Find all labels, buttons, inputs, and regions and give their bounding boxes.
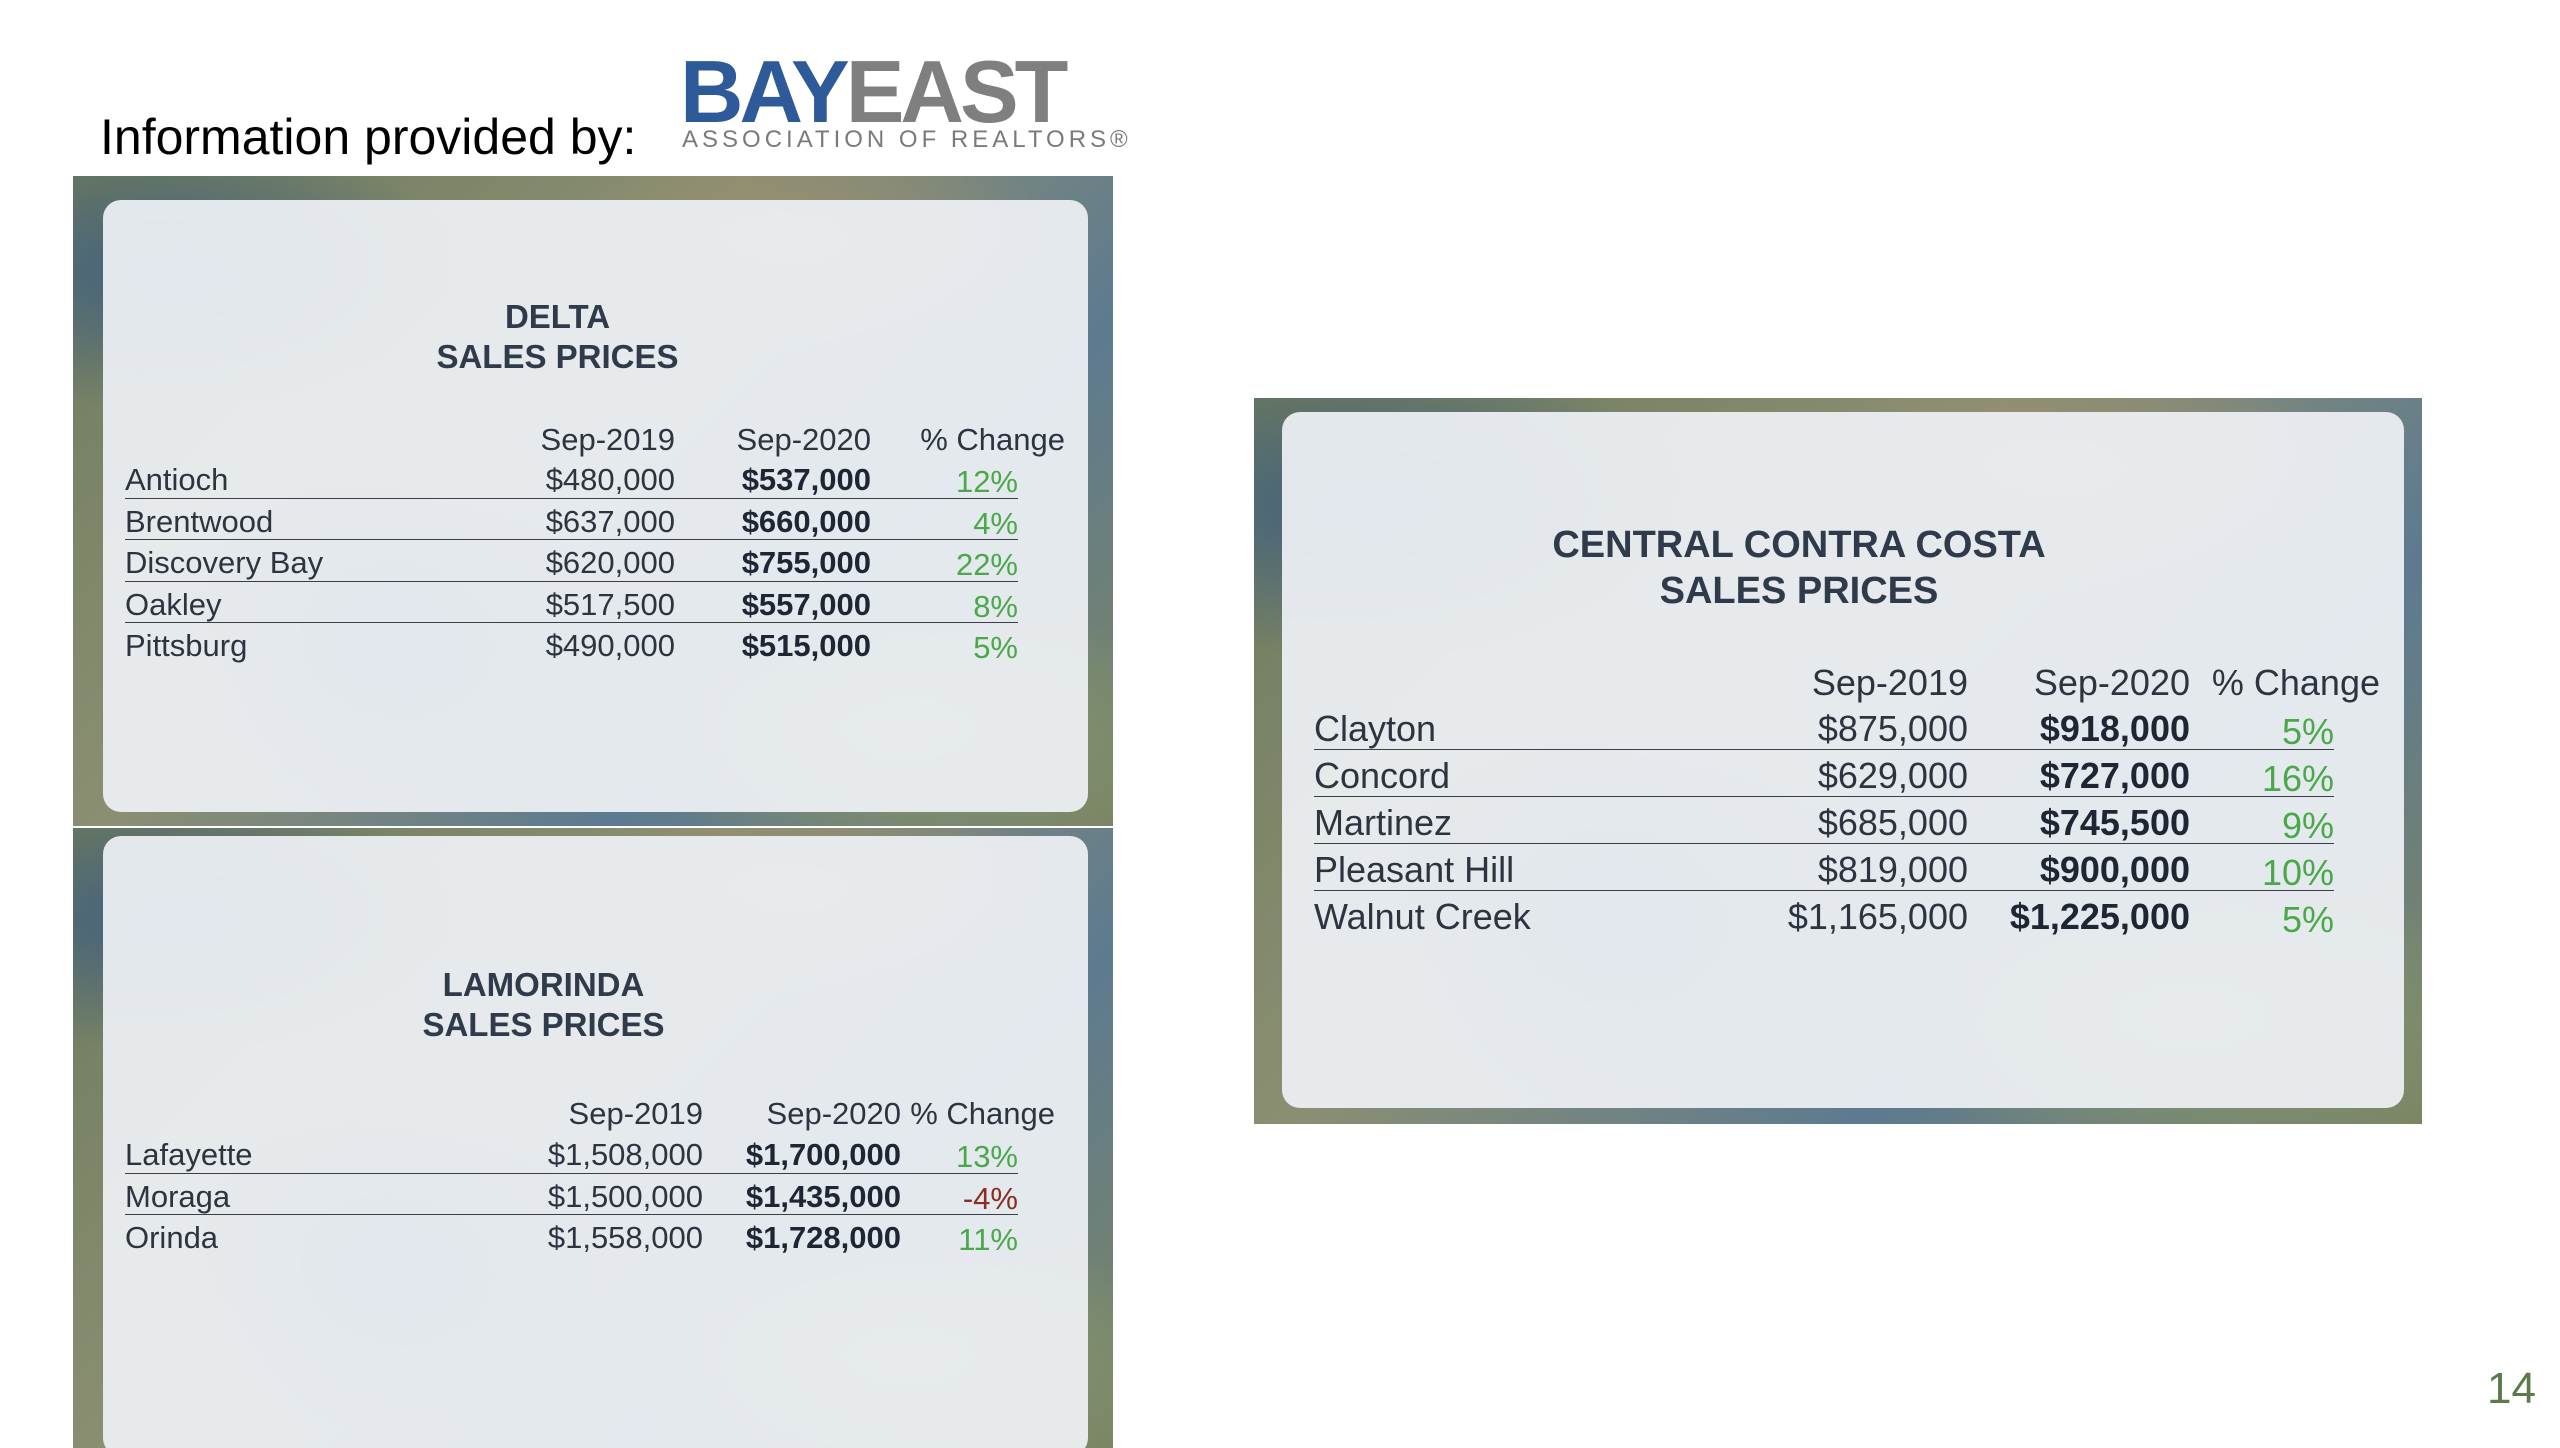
header-sep-2020: Sep-2020 bbox=[2033, 662, 2190, 703]
central-title-line1: CENTRAL CONTRA COSTA bbox=[1552, 524, 2046, 566]
price-2019: $637,000 bbox=[545, 503, 675, 539]
price-2019: $1,558,000 bbox=[547, 1220, 703, 1255]
price-2020: $755,000 bbox=[741, 545, 871, 580]
row-divider bbox=[1314, 749, 2334, 750]
price-2019: $629,000 bbox=[1817, 755, 1968, 796]
header-pct-change: % Change bbox=[2211, 662, 2380, 703]
price-2019: $490,000 bbox=[545, 628, 675, 663]
city-name: Brentwood bbox=[125, 503, 274, 539]
price-2020: $900,000 bbox=[2039, 849, 2190, 890]
row-divider bbox=[125, 1214, 1018, 1215]
price-2020: $515,000 bbox=[741, 628, 871, 663]
header-sep-2019: Sep-2019 bbox=[1811, 662, 1968, 703]
city-name: Orinda bbox=[125, 1220, 219, 1255]
row-divider bbox=[125, 539, 1018, 540]
city-name: Oakley bbox=[125, 586, 222, 622]
pct-change: 8% bbox=[973, 588, 1018, 624]
pct-change: 5% bbox=[2281, 711, 2334, 752]
city-name: Lafayette bbox=[125, 1137, 253, 1172]
row-divider bbox=[1314, 796, 2334, 797]
price-2020: $1,435,000 bbox=[745, 1178, 901, 1214]
pct-change: 10% bbox=[2261, 852, 2334, 893]
delta-title-line2: SALES PRICES bbox=[436, 338, 679, 375]
lamorinda-map-background: LAMORINDA SALES PRICES Sep-2019 Sep-2020%… bbox=[73, 828, 1113, 1448]
pct-change: 16% bbox=[2261, 758, 2334, 799]
row-divider bbox=[1314, 890, 2334, 891]
central-title-line2: SALES PRICES bbox=[1659, 570, 1939, 612]
price-2019: $1,508,000 bbox=[547, 1137, 703, 1172]
row-divider bbox=[1314, 843, 2334, 844]
pct-change: 12% bbox=[955, 464, 1018, 499]
lamorinda-panel: LAMORINDA SALES PRICES Sep-2019 Sep-2020%… bbox=[103, 836, 1088, 1448]
price-2019: $480,000 bbox=[545, 462, 675, 497]
pct-change: -4% bbox=[962, 1180, 1018, 1216]
logo-subtitle: ASSOCIATION OF REALTORS® bbox=[682, 126, 1132, 153]
header-sep-2019: Sep-2019 bbox=[540, 422, 675, 457]
delta-map-background: DELTA SALES PRICES Sep-2019 Sep-2020 % Cha… bbox=[73, 176, 1113, 826]
city-name: Concord bbox=[1314, 755, 1451, 796]
price-2020: $1,728,000 bbox=[745, 1220, 901, 1255]
city-name: Antioch bbox=[125, 462, 229, 497]
header-pct-change: % Change bbox=[910, 1096, 1055, 1131]
header-pct-change: % Change bbox=[920, 422, 1065, 457]
price-2020: $660,000 bbox=[741, 503, 871, 539]
price-2020: $918,000 bbox=[2039, 708, 2190, 749]
city-name: Walnut Creek bbox=[1314, 896, 1531, 937]
price-2019: $875,000 bbox=[1817, 708, 1968, 749]
price-2020: $1,700,000 bbox=[745, 1137, 901, 1172]
lamorinda-title-line1: LAMORINDA bbox=[442, 966, 645, 1003]
central-panel: CENTRAL CONTRA COSTA SALES PRICES Sep-20… bbox=[1282, 412, 2404, 1108]
logo-east-text: EAST bbox=[845, 42, 1069, 141]
pct-change: 5% bbox=[2281, 899, 2334, 940]
price-2019: $620,000 bbox=[545, 545, 675, 580]
pct-change: 22% bbox=[955, 547, 1018, 582]
row-divider bbox=[125, 1172, 1018, 1174]
logo-bay-text: BAY bbox=[680, 42, 850, 141]
central-map-background: CENTRAL CONTRA COSTA SALES PRICES Sep-20… bbox=[1254, 398, 2422, 1124]
price-2019: $1,165,000 bbox=[1787, 896, 1968, 937]
header-sep-2020: Sep-2020 bbox=[766, 1096, 901, 1131]
price-2020: $745,500 bbox=[2039, 802, 2190, 843]
header-sep-2019: Sep-2019 bbox=[568, 1096, 703, 1131]
bayeast-logo: BAYEAST ASSOCIATION OF REALTORS® bbox=[680, 48, 1128, 160]
delta-panel: DELTA SALES PRICES Sep-2019 Sep-2020 % Cha… bbox=[103, 200, 1088, 812]
header-sep-2020: Sep-2020 bbox=[736, 422, 871, 457]
price-2020: $557,000 bbox=[741, 586, 871, 622]
city-name: Pleasant Hill bbox=[1314, 849, 1515, 890]
city-name: Clayton bbox=[1314, 708, 1437, 749]
pct-change: 13% bbox=[955, 1139, 1018, 1174]
pct-change: 4% bbox=[973, 505, 1018, 541]
provided-by-label: Information provided by: bbox=[100, 109, 637, 165]
city-name: Moraga bbox=[125, 1178, 231, 1214]
city-name: Discovery Bay bbox=[125, 545, 324, 580]
delta-title-line1: DELTA bbox=[504, 298, 611, 335]
row-divider bbox=[125, 580, 1018, 582]
price-2020: $1,225,000 bbox=[2009, 896, 2190, 937]
city-name: Martinez bbox=[1314, 802, 1453, 843]
price-2019: $517,500 bbox=[545, 586, 675, 622]
price-2020: $537,000 bbox=[741, 462, 871, 497]
price-2019: $1,500,000 bbox=[547, 1178, 703, 1214]
city-name: Pittsburg bbox=[125, 628, 248, 663]
row-divider bbox=[125, 497, 1018, 499]
lamorinda-title-line2: SALES PRICES bbox=[422, 1006, 665, 1043]
price-2019: $819,000 bbox=[1817, 849, 1968, 890]
pct-change: 9% bbox=[2281, 805, 2334, 846]
pct-change: 11% bbox=[958, 1222, 1018, 1257]
price-2020: $727,000 bbox=[2039, 755, 2190, 796]
pct-change: 5% bbox=[973, 630, 1018, 665]
row-divider bbox=[125, 622, 1018, 623]
price-2019: $685,000 bbox=[1817, 802, 1968, 843]
page-number: 14 bbox=[2487, 1364, 2536, 1413]
